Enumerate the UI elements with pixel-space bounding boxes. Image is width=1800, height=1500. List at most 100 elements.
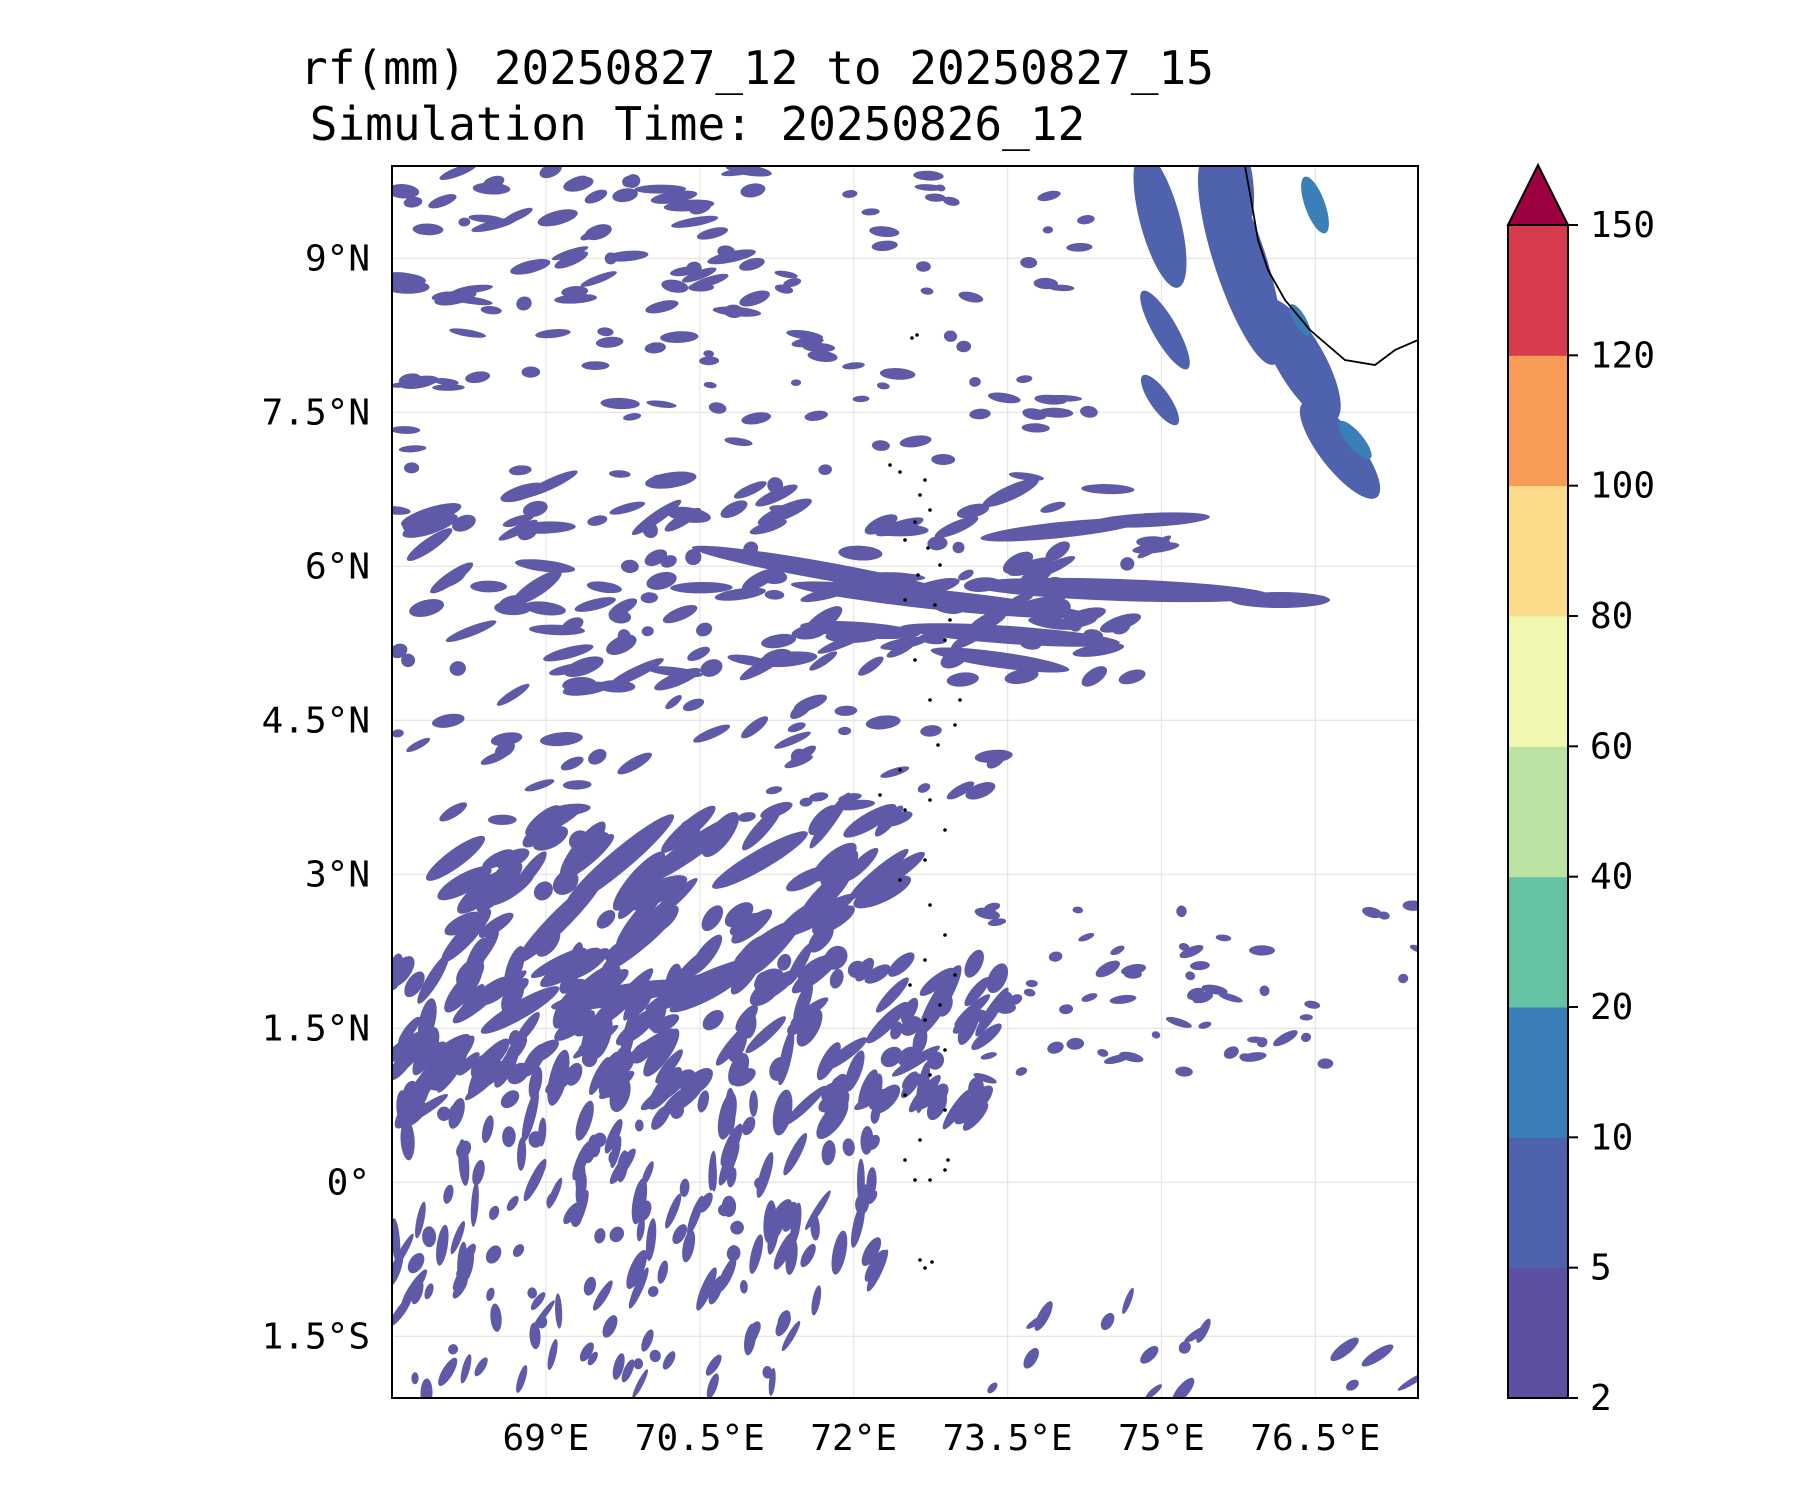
rain-cell — [595, 336, 624, 348]
rain-cell — [1240, 1052, 1267, 1062]
island-dot — [958, 698, 962, 702]
rain-cell — [401, 653, 416, 668]
rain-cell — [799, 797, 813, 807]
rain-cell — [465, 371, 491, 384]
rain-cell — [1081, 484, 1135, 495]
rain-cell — [490, 1303, 502, 1332]
rain-cell — [714, 587, 766, 601]
rain-cell — [749, 1234, 764, 1274]
rain-cell — [1042, 226, 1054, 234]
rain-cell — [478, 912, 514, 938]
rain-cell — [1081, 666, 1108, 687]
rain-cell — [560, 756, 584, 771]
rain-cell — [552, 961, 568, 978]
rain-cell — [720, 1123, 743, 1167]
rain-cell — [697, 1090, 710, 1113]
lat-tick-label: 6°N — [305, 546, 370, 587]
rain-cell — [765, 786, 783, 795]
colorbar-segment — [1508, 616, 1568, 747]
island-dot — [918, 1138, 922, 1142]
rain-cell — [670, 266, 700, 277]
rain-cell — [1273, 1030, 1298, 1047]
rain-cell — [739, 257, 765, 271]
map-frame — [391, 165, 1419, 1399]
rain-cell — [1023, 1348, 1039, 1369]
rain-cell — [739, 1280, 748, 1294]
rain-cell — [392, 1233, 414, 1274]
rain-cell — [1120, 557, 1135, 571]
rain-cell — [532, 826, 569, 851]
rain-cell — [417, 998, 437, 1044]
rain-cell — [838, 545, 883, 561]
rain-cell — [636, 1217, 645, 1242]
rain-cell — [809, 651, 838, 671]
rain-cell — [628, 1267, 649, 1309]
rain-cell — [1048, 951, 1063, 962]
rain-cell — [745, 1326, 759, 1343]
rain-cell — [826, 1092, 850, 1132]
rain-cell — [410, 1279, 424, 1305]
colorbar-segment — [1508, 225, 1568, 356]
rain-cell — [821, 1140, 836, 1166]
rain-cell — [660, 555, 677, 568]
rain-cell — [733, 481, 767, 499]
rain-cell — [934, 516, 979, 539]
rain-cell — [1122, 1287, 1134, 1315]
rain-cell — [1136, 536, 1171, 549]
colorbar-tick-label: 10 — [1590, 1117, 1633, 1158]
lat-tick-label: 0° — [327, 1162, 370, 1203]
rain-cell — [457, 1241, 467, 1278]
rain-cell — [671, 215, 719, 228]
rain-cell — [555, 1293, 563, 1329]
colorbar-segment — [1508, 1007, 1568, 1138]
island-dot — [913, 1178, 917, 1182]
island-dot — [903, 808, 907, 812]
rain-cell — [392, 1296, 412, 1326]
rain-cell — [774, 270, 798, 279]
rain-cell — [439, 802, 468, 822]
rain-cell — [962, 1102, 989, 1131]
rain-cell — [861, 1237, 882, 1267]
rain-cell — [1259, 985, 1270, 997]
rain-cell — [790, 379, 802, 387]
rain-cell — [1059, 1004, 1074, 1015]
rain-cell — [946, 672, 979, 687]
rain-cell — [967, 1012, 994, 1023]
island-dot — [953, 723, 957, 727]
colorbar-segment — [1508, 876, 1568, 1008]
rain-cell — [554, 293, 598, 304]
rain-cell — [800, 1243, 816, 1268]
rain-cell — [502, 1126, 516, 1148]
rain-cell — [515, 559, 576, 573]
rain-cell — [1022, 408, 1047, 420]
island-dot — [938, 563, 942, 567]
rain-cell — [485, 1245, 502, 1264]
rain-cell — [834, 705, 858, 716]
rain-cell — [864, 964, 891, 984]
lon-tick-label: 70.5°E — [635, 1418, 765, 1459]
rain-cell — [1172, 1377, 1195, 1398]
rain-cell — [617, 752, 652, 775]
island-dot — [898, 768, 902, 772]
island-dot — [903, 1093, 907, 1097]
rain-cell — [927, 536, 948, 551]
rain-cell — [987, 918, 1007, 927]
rain-cell — [444, 967, 482, 1013]
colorbar-tick-label: 80 — [1590, 596, 1633, 637]
rain-cell — [646, 571, 677, 590]
rain-cell — [1078, 932, 1095, 942]
rain-cell — [721, 1195, 737, 1218]
rain-cell — [755, 484, 798, 507]
rain-cell — [543, 644, 594, 662]
rain-cell — [448, 1344, 459, 1355]
rain-cell — [476, 1040, 507, 1067]
rain-cell — [1179, 945, 1204, 959]
rain-cell — [661, 279, 689, 293]
rain-cell — [1002, 551, 1034, 574]
rain-cell — [1201, 984, 1228, 995]
rain-cell — [633, 1358, 644, 1370]
rain-cell — [880, 766, 910, 778]
island-dot — [948, 618, 952, 622]
rain-cell — [529, 1322, 541, 1350]
rain-cell — [774, 731, 811, 749]
